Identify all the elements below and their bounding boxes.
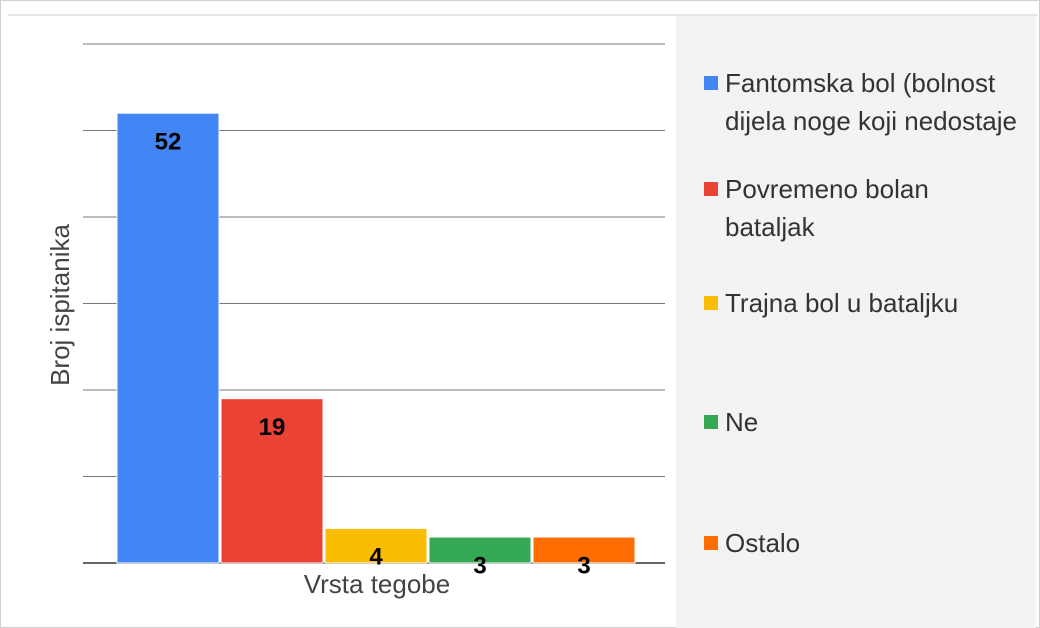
legend-swatch [704,296,718,310]
legend-label: Povremeno bolan bataljak [725,174,929,242]
data-label: 4 [369,544,383,571]
legend-item: Povremeno bolan bataljak [704,170,1024,246]
data-label: 3 [473,552,486,579]
legend-swatch [704,536,718,550]
y-axis-label: Broj ispitanika [45,224,75,386]
data-label: 19 [259,414,286,441]
bar [116,112,220,564]
data-label: 3 [577,552,590,579]
legend-item: Ne [704,403,1024,441]
bar [428,536,532,564]
legend-item: Fantomska bol (bolnost dijela noge koji … [704,64,1024,140]
legend-label: Trajna bol u bataljku [725,288,959,318]
legend-item: Trajna bol u bataljku [704,284,1024,322]
legend-label: Ne [725,407,759,437]
legend-swatch [704,76,718,90]
data-label: 52 [155,129,182,156]
legend-label: Ostalo [725,528,801,558]
legend-item: Ostalo [704,524,1024,562]
legend-label: Fantomska bol (bolnost dijela noge koji … [725,68,1017,136]
legend: Fantomska bol (bolnost dijela noge koji … [676,16,1036,628]
x-axis-label: Vrsta tegobe [304,569,450,599]
bar [220,398,324,564]
bar [532,536,636,564]
bar [324,527,428,564]
legend-swatch [704,415,718,429]
legend-swatch [704,182,718,196]
frame-top [8,14,1038,16]
